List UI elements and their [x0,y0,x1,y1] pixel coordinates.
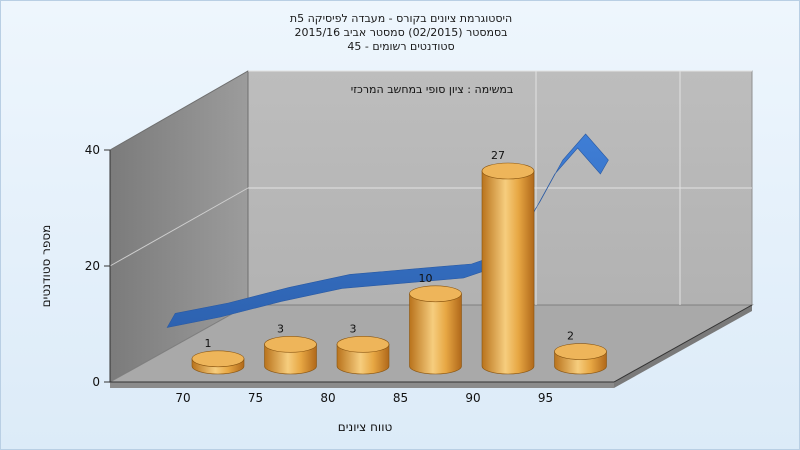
x-tick-label: 90 [465,391,480,405]
bars-layer: 1 3 3 10 27 2 [191,149,607,375]
x-axis-title: טווח ציונים [338,420,393,434]
chart-subtitle: במשימה : ציון סופי במחשב המרכזי [351,83,514,96]
x-tick-label: 95 [538,391,553,405]
bar: 1 [191,337,245,375]
y-tick-label: 40 [85,143,100,157]
y-tick-label: 20 [85,259,100,273]
bar-top [409,285,462,303]
bar-body [409,293,462,375]
ticks-layer: 0 20 40 70 75 80 85 90 95 [85,143,553,405]
depth-axis-line [613,304,753,383]
bar-body [481,170,535,375]
bar: 2 [554,330,607,375]
x-tick-label: 75 [248,391,263,405]
area-ribbon [166,133,609,328]
bar-body [264,344,317,375]
bar: 10 [409,272,462,375]
bar: 3 [264,322,317,375]
bar-value-label: 1 [205,337,212,350]
bar-top [554,343,607,360]
area-ribbon-layer [166,133,609,328]
x-tick-label: 80 [320,391,335,405]
chart-title: היסטוגרמת ציונים בקורס - מעבדה לפיסיקה 5… [289,12,513,25]
floor-edge [110,382,614,388]
y-axis-title: מספר סטודנטים [39,225,53,308]
bar-value-label: 3 [350,322,357,335]
bar-value-label: 2 [567,330,574,343]
bar: 27 [481,149,535,375]
floor-edge-side [614,305,752,388]
chart-title-enrolled: סטודנטים רשומים - 45 [347,40,455,53]
x-tick-label: 85 [393,391,408,405]
bar-top [191,350,245,368]
x-tick-label: 70 [175,391,190,405]
bar-value-label: 3 [277,322,284,335]
bar-value-label: 27 [491,149,505,162]
bar-top [336,336,390,353]
grid-line-left-20 [109,187,249,267]
bar: 3 [336,322,390,375]
bar-value-label: 10 [419,272,433,285]
y-tick-label: 0 [92,375,100,389]
bar-top [264,336,317,353]
chart-title-semester: בסמסטר (02/2015) סמסטר אביב 2015/16 [294,26,508,39]
bar-top [481,162,535,180]
bar-body [336,344,390,375]
